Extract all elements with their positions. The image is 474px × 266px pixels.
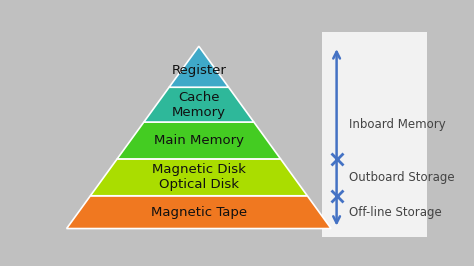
Text: Cache
Memory: Cache Memory bbox=[172, 91, 226, 119]
Text: Outboard Storage: Outboard Storage bbox=[349, 171, 455, 184]
Text: Register: Register bbox=[172, 64, 226, 77]
Bar bbox=[322, 32, 427, 237]
Text: Magnetic Disk
Optical Disk: Magnetic Disk Optical Disk bbox=[152, 163, 246, 191]
Text: Main Memory: Main Memory bbox=[154, 134, 244, 147]
Polygon shape bbox=[66, 196, 331, 228]
Polygon shape bbox=[169, 46, 228, 87]
Text: Inboard Memory: Inboard Memory bbox=[349, 118, 446, 131]
Text: Off-line Storage: Off-line Storage bbox=[349, 206, 442, 219]
Text: Magnetic Tape: Magnetic Tape bbox=[151, 206, 247, 219]
Polygon shape bbox=[117, 122, 281, 159]
Polygon shape bbox=[91, 159, 307, 196]
Polygon shape bbox=[144, 87, 254, 122]
